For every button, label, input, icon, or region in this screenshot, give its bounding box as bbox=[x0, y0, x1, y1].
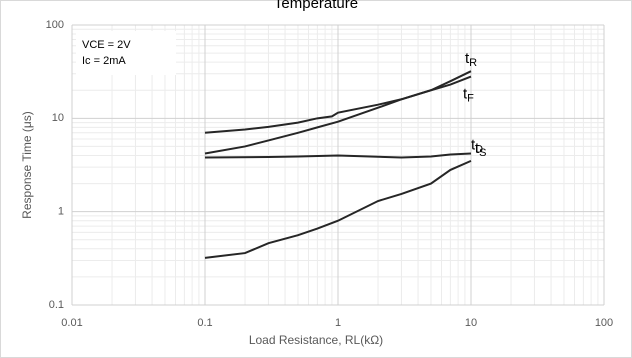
x-tick-label: 100 bbox=[595, 317, 613, 329]
y-tick-label: 1 bbox=[58, 206, 64, 218]
line-series bbox=[204, 159, 472, 259]
x-tick-label: 0.01 bbox=[61, 317, 82, 329]
annotation: VCE = 2V bbox=[82, 39, 131, 51]
annotation-box bbox=[76, 31, 176, 75]
x-tick-label: 0.1 bbox=[197, 317, 212, 329]
series-label: tS bbox=[475, 140, 487, 159]
y-tick-label: 10 bbox=[52, 112, 64, 124]
annotation: Ic = 2mA bbox=[82, 55, 126, 67]
y-tick-label: 0.1 bbox=[49, 299, 64, 311]
line-series bbox=[204, 75, 472, 155]
y-tick-label: 100 bbox=[46, 19, 64, 31]
x-axis-label: Load Resistance, RL(kΩ) bbox=[249, 333, 383, 347]
line-series bbox=[204, 152, 472, 159]
series-label: tF bbox=[463, 86, 474, 105]
y-axis-label: Response Time (μs) bbox=[20, 111, 34, 219]
series-label: tD bbox=[471, 136, 483, 155]
chart-title: Temperature bbox=[274, 0, 358, 12]
x-tick-label: 1 bbox=[335, 317, 341, 329]
x-tick-label: 10 bbox=[465, 317, 477, 329]
series-label: tR bbox=[465, 50, 477, 69]
